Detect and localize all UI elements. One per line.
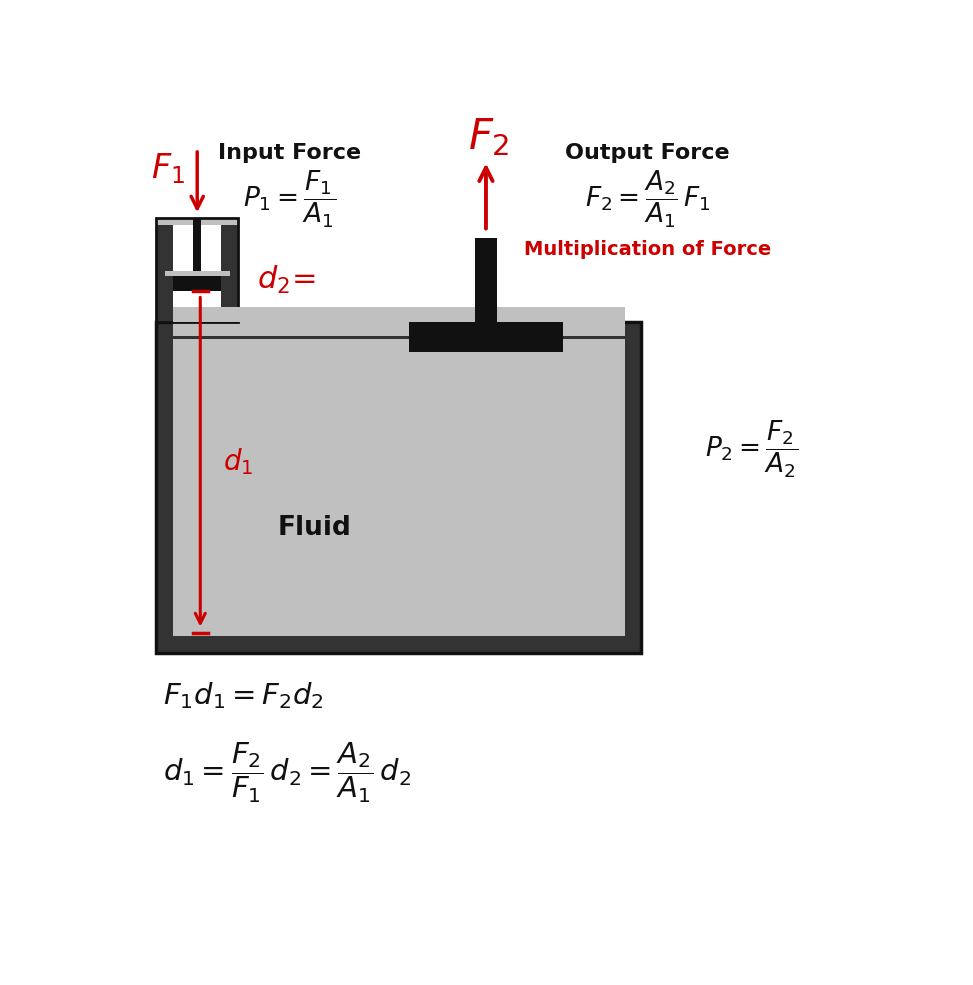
Text: $\mathit{F}_1$: $\mathit{F}_1$ [151,151,185,185]
Text: $\mathit{d}_1$: $\mathit{d}_1$ [224,446,254,478]
Bar [173,219,221,322]
Text: $d_1 = \dfrac{F_2}{F_1}\,d_2 = \dfrac{A_2}{A_1}\,d_2$: $d_1 = \dfrac{F_2}{F_1}\,d_2 = \dfrac{A_… [162,741,411,805]
Text: Multiplication of Force: Multiplication of Force [524,239,772,259]
Bar [173,339,625,636]
Bar [173,276,221,292]
Bar [157,219,238,322]
Bar [173,307,625,322]
Bar [157,322,641,653]
Bar [194,219,201,271]
Bar [173,322,625,336]
Bar [475,237,497,322]
Text: $\mathit{d}_2\!=\!$: $\mathit{d}_2\!=\!$ [257,264,316,296]
Bar [157,219,173,322]
Text: Fluid: Fluid [277,514,351,541]
Bar [221,219,238,322]
Text: $F_1 d_1 = F_2 d_2$: $F_1 d_1 = F_2 d_2$ [162,681,323,711]
Bar [164,271,230,276]
Text: $\mathit{F}_2$: $\mathit{F}_2$ [468,116,510,159]
Text: Input Force: Input Force [218,143,361,163]
Text: $P_2 = \dfrac{F_2}{A_2}$: $P_2 = \dfrac{F_2}{A_2}$ [705,419,798,480]
Text: $P_1 = \dfrac{F_1}{A_1}$: $P_1 = \dfrac{F_1}{A_1}$ [243,168,337,230]
Text: Output Force: Output Force [565,143,730,163]
Bar [409,322,563,352]
Text: $F_2 = \dfrac{A_2}{A_1}\,F_1$: $F_2 = \dfrac{A_2}{A_1}\,F_1$ [585,168,710,230]
Bar [157,219,238,226]
